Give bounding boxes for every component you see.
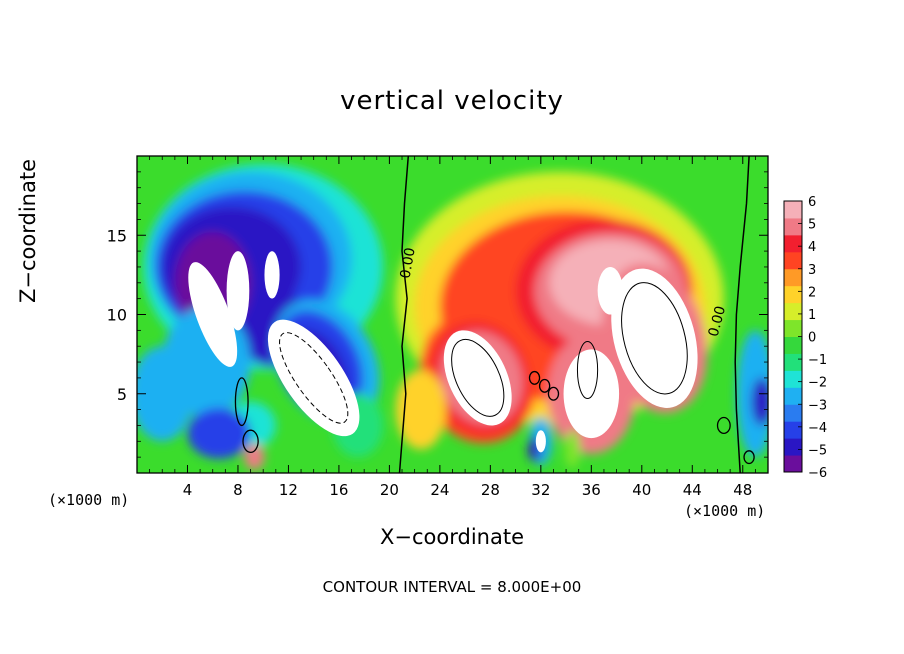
colorbar-swatch xyxy=(784,336,802,354)
saturated-core xyxy=(611,268,698,408)
colorbar-tick-label: −6 xyxy=(808,466,827,481)
colorbar-tick-label: −5 xyxy=(808,443,827,458)
chart-title: vertical velocity xyxy=(340,86,564,116)
colorbar-swatch xyxy=(784,387,802,405)
colorbar-swatch xyxy=(784,370,802,388)
x-tick-label: 24 xyxy=(430,481,449,499)
colorbar-swatch xyxy=(784,438,802,456)
colorbar-tick-label: −4 xyxy=(808,421,827,436)
colorbar-tick-label: 2 xyxy=(808,285,816,300)
x-tick-label: 40 xyxy=(632,481,651,499)
field-blob xyxy=(751,377,768,426)
zero-contour-line xyxy=(398,156,410,473)
x-unit-left: (×1000 m) xyxy=(48,491,130,509)
positive-contour xyxy=(451,338,505,417)
x-tick-label: 16 xyxy=(329,481,348,499)
field-blob xyxy=(137,346,194,442)
contour-loop xyxy=(547,386,560,401)
positive-contour xyxy=(621,282,688,395)
field-blob xyxy=(244,444,265,470)
saturated-core xyxy=(443,330,512,426)
x-tick-label: 20 xyxy=(380,481,399,499)
contour-loop xyxy=(538,378,551,393)
contour-label: 0.00 xyxy=(398,246,419,279)
y-axis-label: Z−coordinate xyxy=(16,159,40,303)
zero-contour-line xyxy=(734,156,750,473)
x-tick-label: 4 xyxy=(183,481,193,499)
positive-contour xyxy=(576,340,599,400)
colorbar-tick-label: 0 xyxy=(808,331,816,346)
y-tick-label: 10 xyxy=(107,306,127,325)
x-tick-label: 48 xyxy=(733,481,752,499)
contour-loop xyxy=(743,450,755,465)
saturated-core xyxy=(597,266,623,315)
field-blob xyxy=(564,430,580,469)
x-tick-label: 36 xyxy=(582,481,601,499)
field-blob xyxy=(395,369,447,450)
colorbar-tick-label: 3 xyxy=(808,263,816,278)
colorbar-swatch xyxy=(784,455,802,473)
colorbar-tick-label: 6 xyxy=(808,195,816,210)
x-tick-label: 8 xyxy=(233,481,243,499)
colorbar-tick-label: 1 xyxy=(808,308,816,323)
contour-interval-caption: CONTOUR INTERVAL = 8.000E+00 xyxy=(322,578,582,596)
colorbar-swatch xyxy=(784,268,802,287)
x-tick-label: 44 xyxy=(683,481,702,499)
contour-loop xyxy=(234,377,249,427)
contour-loop xyxy=(528,370,541,385)
colorbar-swatch xyxy=(784,251,802,270)
colorbar: 6 5 4 3 2 1 0 −1 −2 −3 −4 −5 −6 xyxy=(783,195,827,481)
x-tick-label: 28 xyxy=(481,481,500,499)
colorbar-tick-label: −3 xyxy=(808,398,827,413)
contour-loop xyxy=(716,416,731,435)
contour-label: 0.00 xyxy=(706,304,730,338)
colorbar-swatch xyxy=(784,234,802,253)
colorbar-swatch xyxy=(784,353,802,371)
colorbar-swatch xyxy=(784,319,802,337)
colorbar-tick-label: 4 xyxy=(808,240,816,255)
x-tick-label: 32 xyxy=(531,481,550,499)
colorbar-swatch xyxy=(784,404,802,422)
colorbar-tick-label: 5 xyxy=(808,218,816,233)
contour-lines: 0.00 0.00 xyxy=(234,156,755,473)
colorbar-swatch xyxy=(784,421,802,439)
saturated-core xyxy=(264,251,280,299)
x-axis-label: X−coordinate xyxy=(380,525,524,549)
negative-contour xyxy=(279,332,349,424)
y-tick-label: 5 xyxy=(117,385,127,404)
colorbar-swatch xyxy=(784,302,802,321)
colorbar-swatch xyxy=(784,285,802,304)
saturated-core xyxy=(226,251,250,331)
field-blob xyxy=(187,408,251,459)
colorbar-swatch xyxy=(784,201,802,219)
colorbar-tick-label: −1 xyxy=(808,353,827,368)
x-unit-right: (×1000 m) xyxy=(684,502,766,520)
contour-loop xyxy=(242,429,259,454)
heatmap-field xyxy=(137,156,768,473)
saturated-core xyxy=(188,262,238,367)
colorbar-swatch xyxy=(784,217,802,236)
y-tick-label: 15 xyxy=(107,226,127,245)
x-tick-label: 12 xyxy=(279,481,298,499)
saturated-core xyxy=(535,430,546,453)
colorbar-tick-label: −2 xyxy=(808,376,827,391)
saturated-core xyxy=(267,319,360,437)
saturated-core xyxy=(563,349,620,439)
